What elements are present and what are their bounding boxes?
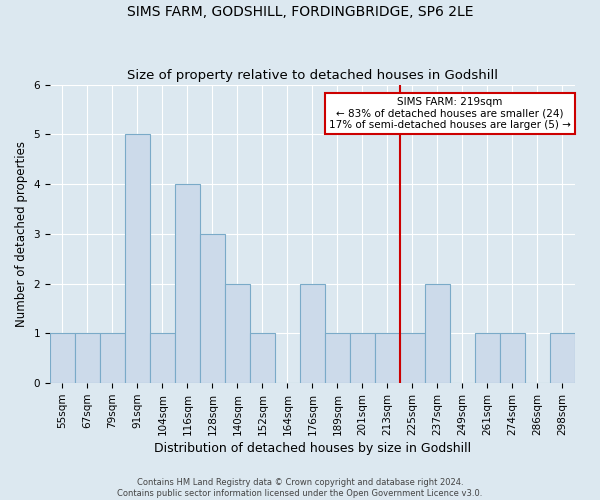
Bar [225, 284, 250, 383]
Bar [400, 334, 425, 383]
Bar [150, 334, 175, 383]
Bar [250, 334, 275, 383]
Bar [175, 184, 200, 383]
Bar [200, 234, 225, 383]
Text: Contains HM Land Registry data © Crown copyright and database right 2024.
Contai: Contains HM Land Registry data © Crown c… [118, 478, 482, 498]
Text: SIMS FARM, GODSHILL, FORDINGBRIDGE, SP6 2LE: SIMS FARM, GODSHILL, FORDINGBRIDGE, SP6 … [127, 5, 473, 19]
Bar [550, 334, 575, 383]
Bar [500, 334, 525, 383]
X-axis label: Distribution of detached houses by size in Godshill: Distribution of detached houses by size … [154, 442, 471, 455]
Bar [50, 334, 75, 383]
Bar [375, 334, 400, 383]
Bar [300, 284, 325, 383]
Text: SIMS FARM: 219sqm
← 83% of detached houses are smaller (24)
17% of semi-detached: SIMS FARM: 219sqm ← 83% of detached hous… [329, 97, 571, 130]
Title: Size of property relative to detached houses in Godshill: Size of property relative to detached ho… [127, 69, 498, 82]
Bar [350, 334, 375, 383]
Bar [100, 334, 125, 383]
Bar [325, 334, 350, 383]
Bar [475, 334, 500, 383]
Y-axis label: Number of detached properties: Number of detached properties [15, 141, 28, 327]
Bar [125, 134, 150, 383]
Bar [75, 334, 100, 383]
Bar [425, 284, 450, 383]
